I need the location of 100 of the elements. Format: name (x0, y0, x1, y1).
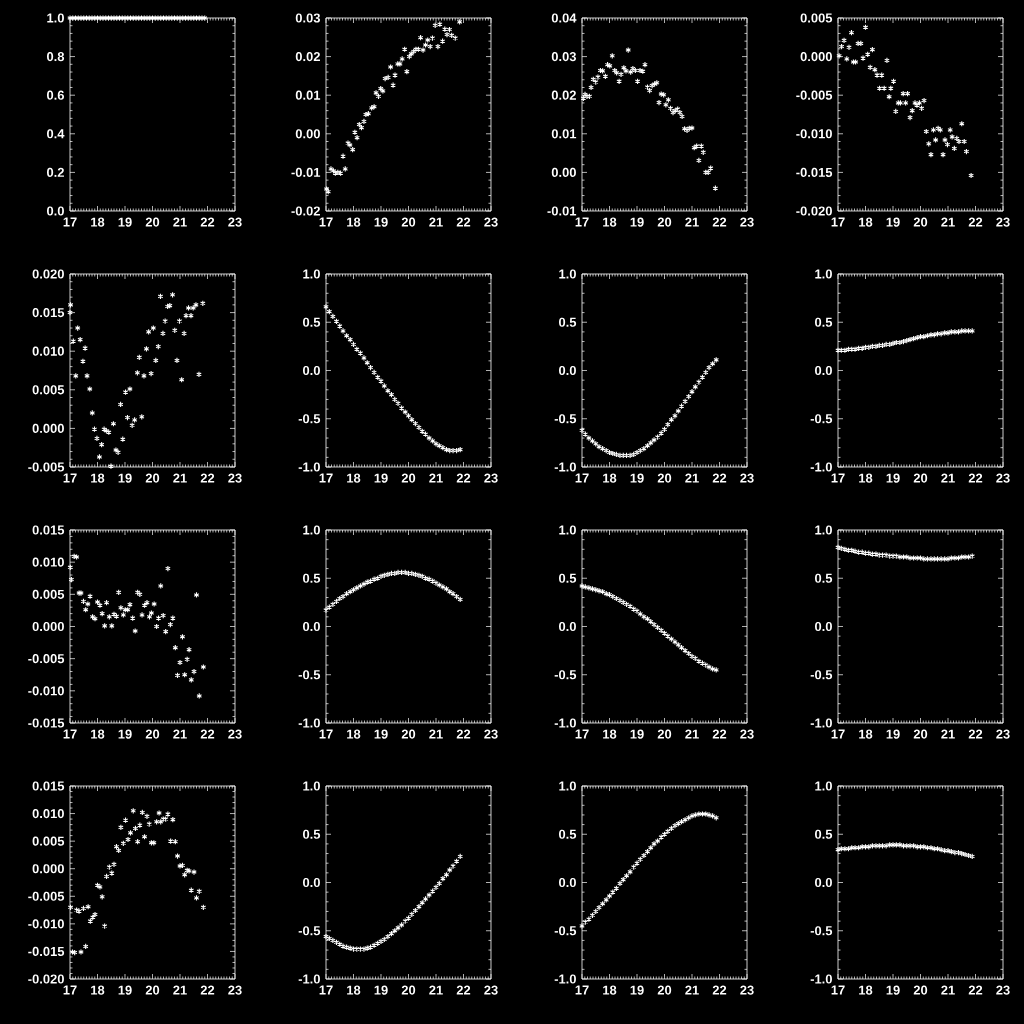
y-tick-label: -1.0 (298, 462, 320, 472)
x-tick-label: 19 (374, 473, 388, 483)
point (115, 449, 121, 456)
point (127, 385, 133, 393)
y-tick-label: 1.0 (559, 525, 576, 535)
y-tick-label: 0.0 (302, 877, 320, 888)
y-tick-label: 0.5 (815, 317, 833, 327)
x-tick-label: 19 (886, 729, 900, 739)
point (131, 416, 138, 424)
point (689, 812, 695, 820)
x-tick-label: 23 (740, 217, 754, 227)
x-tick-label: 17 (63, 729, 77, 739)
x-tick-label: 21 (173, 217, 187, 227)
point (183, 312, 189, 319)
point (111, 861, 117, 868)
point (930, 126, 937, 134)
point (699, 374, 706, 381)
point (172, 644, 179, 651)
y-tick-label: -0.5 (810, 414, 833, 424)
x-tick-label: 17 (575, 985, 589, 995)
point (846, 44, 852, 51)
point (184, 656, 190, 663)
y-tick-label: 1.0 (815, 525, 832, 535)
point (696, 810, 702, 818)
y-tick-label: 0.5 (302, 573, 321, 583)
x-tick-label: 20 (401, 217, 416, 227)
y-tick-label: 0.5 (559, 829, 577, 839)
point (185, 304, 192, 312)
y-tick-label: -1.0 (554, 718, 576, 728)
point (589, 912, 596, 919)
y-tick-label: -1.0 (810, 462, 832, 472)
x-tick-label: 18 (347, 729, 361, 739)
x-tick-label: 22 (456, 985, 471, 995)
point (78, 948, 84, 956)
y-tick-label: 0.000 (32, 864, 64, 874)
x-tick-label: 19 (630, 985, 644, 995)
x-tick-label: 21 (941, 473, 955, 483)
point (87, 593, 93, 600)
point (928, 555, 934, 563)
y-tick-label: 1.0 (815, 269, 832, 279)
point (599, 900, 606, 907)
x-tick-label: 23 (228, 729, 242, 739)
y-tick-label: -0.015 (28, 946, 65, 957)
x-tick-label: 18 (91, 729, 105, 739)
x-tick-label: 20 (657, 217, 672, 227)
point (417, 34, 424, 41)
point (696, 378, 702, 386)
point (148, 370, 154, 377)
point (419, 899, 426, 906)
point (641, 852, 647, 859)
y-tick-label: -0.02 (291, 206, 320, 216)
point (330, 601, 336, 608)
x-tick-label: 20 (401, 473, 416, 483)
y-tick-label: 0.03 (295, 13, 321, 23)
point (932, 136, 939, 144)
x-tick-label: 20 (145, 473, 160, 483)
point (651, 436, 657, 444)
y-tick-label: -0.015 (28, 718, 65, 728)
point (361, 945, 367, 953)
point (113, 446, 119, 454)
x-tick-label: 20 (145, 985, 160, 995)
point (96, 453, 103, 461)
x-tick-label: 18 (347, 473, 361, 483)
y-tick-label: -0.020 (28, 974, 64, 984)
point (416, 903, 422, 910)
y-tick-label: 0.0 (559, 877, 576, 888)
point (122, 388, 129, 396)
y-tick-label: 0.5 (559, 317, 577, 327)
y-tick-label: -0.010 (796, 129, 832, 139)
x-tick-label: 19 (630, 217, 644, 227)
y-tick-label: -1.0 (554, 462, 576, 472)
x-tick-label: 17 (575, 473, 589, 483)
y-tick-label: 1.0 (559, 269, 576, 279)
point (106, 613, 113, 620)
point (378, 573, 384, 580)
y-tick-label: 0.015 (32, 525, 65, 535)
x-tick-label: 22 (712, 217, 727, 227)
point (395, 924, 401, 931)
point (709, 360, 716, 367)
point (613, 885, 620, 892)
y-tick-label: 0.020 (32, 269, 64, 279)
point (387, 63, 394, 71)
point (921, 97, 927, 104)
point (623, 67, 629, 75)
point (110, 420, 117, 427)
y-tick-label: 0.4 (46, 129, 65, 139)
x-tick-label: 19 (374, 217, 388, 227)
x-tick-label: 18 (91, 985, 105, 995)
point (385, 571, 391, 578)
y-tick-label: -1.0 (298, 718, 320, 728)
point (835, 544, 841, 551)
point (103, 599, 110, 606)
x-tick-label: 18 (603, 985, 617, 995)
x-tick-label: 18 (603, 217, 617, 227)
y-tick-label: 0.01 (295, 90, 321, 100)
point (143, 345, 150, 353)
x-tick-label: 23 (740, 729, 754, 739)
x-tick-label: 17 (63, 473, 77, 483)
point (897, 841, 903, 849)
point (420, 46, 426, 54)
